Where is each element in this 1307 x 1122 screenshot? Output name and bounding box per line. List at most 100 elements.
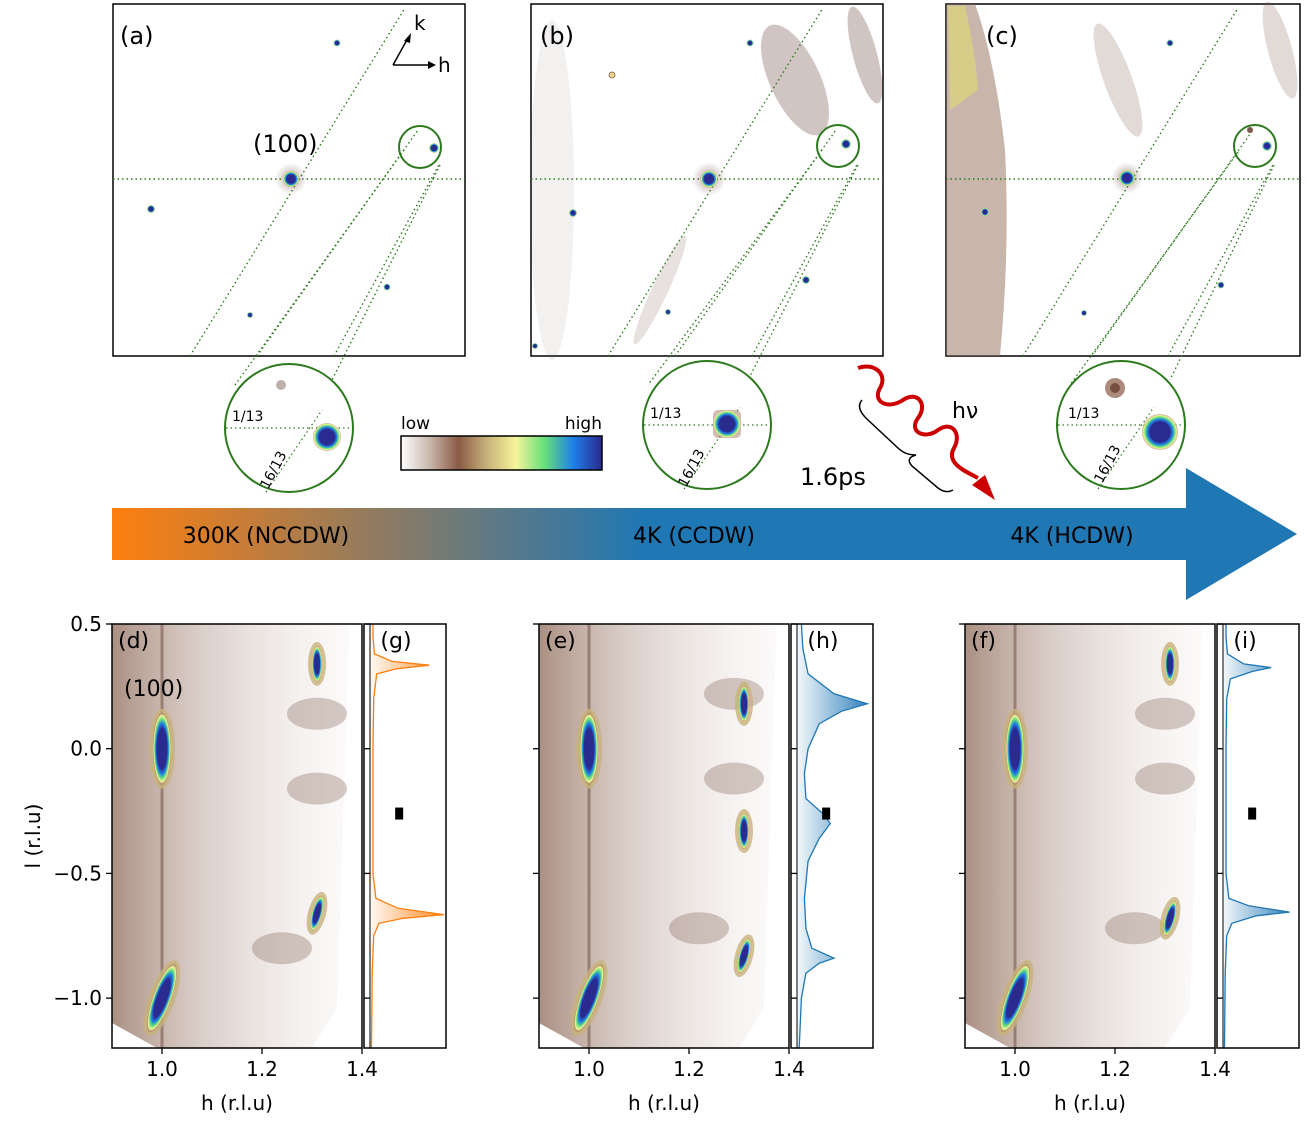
profile-panel: (i) xyxy=(1216,623,1300,1049)
diffuse-blob xyxy=(252,932,312,965)
zoom-marker-circle xyxy=(398,125,442,169)
plot-frame xyxy=(111,623,363,1049)
colorbar-high-label: high xyxy=(565,414,602,434)
delay-label: 1.6ps xyxy=(800,463,866,491)
bragg-peak xyxy=(737,938,751,974)
zoom-marker-circle xyxy=(816,124,860,168)
x-tick-label: 1.4 xyxy=(773,1057,805,1081)
x-tick-label: 1.2 xyxy=(246,1057,278,1081)
panel-label: (c) xyxy=(986,22,1018,50)
resolution-marker xyxy=(822,807,831,820)
x-tick-label: 1.0 xyxy=(573,1057,605,1081)
panel-label: (a) xyxy=(120,22,153,50)
zoom-inset-a: 1/13 16/13 xyxy=(224,363,354,493)
h-label: h xyxy=(438,53,451,77)
panel-b: (b) xyxy=(530,3,884,386)
bragg-peak xyxy=(739,813,749,850)
x-tick-label: 1.0 xyxy=(999,1057,1031,1081)
zoom-marker-circle xyxy=(1233,124,1277,168)
photon-label: hν xyxy=(952,399,978,424)
bragg-peak xyxy=(1000,964,1030,1033)
panel-label: (d) xyxy=(118,629,149,654)
x-tick-label: 1.2 xyxy=(1099,1057,1131,1081)
stage-hcdw: 4K (HCDW) xyxy=(1010,524,1133,549)
plot-frame xyxy=(363,623,447,1049)
heatmap-image xyxy=(112,624,350,1048)
bragg-peak xyxy=(574,964,604,1033)
x-axis-label: h (r.l.u) xyxy=(628,1091,700,1115)
bragg-spot xyxy=(247,312,253,318)
panel-label: (i) xyxy=(1233,629,1256,654)
bragg-peak xyxy=(153,712,171,785)
x-axis-label: h (r.l.u) xyxy=(201,1091,273,1115)
bragg-spot xyxy=(746,39,754,47)
bragg-peak xyxy=(312,645,322,682)
panel-label: (f) xyxy=(971,629,996,654)
bragg-spot xyxy=(802,276,810,284)
delay-brace xyxy=(858,399,954,493)
y-tick-label: −1.0 xyxy=(53,986,102,1010)
y-tick-label: −0.5 xyxy=(53,861,102,885)
bragg-spot xyxy=(1262,141,1272,151)
bragg-spot xyxy=(1119,170,1135,186)
plot-frame xyxy=(1216,623,1300,1049)
heatmap-panel: 1.0 1.2 1.4 h (r.l.u) (f) xyxy=(959,623,1231,1115)
diffuse-blob xyxy=(1135,697,1195,730)
diffuse-edge xyxy=(946,1,1298,356)
bragg-spot xyxy=(1217,281,1225,289)
bragg-peak xyxy=(1165,645,1175,682)
profile-fill xyxy=(797,624,868,1048)
diffuse-blob xyxy=(287,697,347,730)
bragg-peak xyxy=(310,895,324,931)
profile-panel: (h) xyxy=(790,623,874,1049)
stage-ncdw: 300K (NCCDW) xyxy=(183,524,349,549)
zoom-label-1-13: 1/13 xyxy=(232,409,263,425)
diffuse-background xyxy=(965,624,1203,1048)
peak-label: (100) xyxy=(253,130,318,158)
panel-label: (e) xyxy=(545,629,576,654)
profile-fill xyxy=(1223,624,1290,1048)
phase-arrow: 300K (NCCDW) 4K (CCDW) 4K (HCDW) xyxy=(112,468,1297,600)
x-tick-label: 1.0 xyxy=(146,1057,178,1081)
zoom-label-1-13: 1/13 xyxy=(1068,406,1099,422)
plot-frame xyxy=(538,623,790,1049)
diffuse-blob xyxy=(669,912,729,945)
bragg-spot xyxy=(665,309,671,315)
diffuse-blob xyxy=(1105,912,1165,945)
zoom-lines xyxy=(234,149,441,386)
bragg-peak xyxy=(147,964,177,1033)
heatmap-image xyxy=(539,624,777,1048)
heatmap-panel: 1.0 1.2 1.4 h (r.l.u) (e) xyxy=(533,623,805,1115)
diffuse-blob xyxy=(287,772,347,805)
diffuse-streaks xyxy=(530,6,883,360)
heatmap-panel: 1.0 1.2 1.4 h (r.l.u) 0.5 0.0 −0.5 −1.0 l (r.l.u… xyxy=(21,612,378,1115)
stage-ccdw: 4K (CCDW) xyxy=(633,524,755,549)
y-tick-label: 0.5 xyxy=(70,612,102,636)
y-tick-label: 0.0 xyxy=(70,737,102,761)
bragg-spot xyxy=(569,209,577,217)
profile-line xyxy=(370,624,445,1049)
diffuse-blob xyxy=(1135,762,1195,795)
panel-c: (c) xyxy=(945,1,1301,386)
plot-frame xyxy=(964,623,1216,1049)
panel-a: (a) (100) k h xyxy=(112,3,466,386)
x-tick-label: 1.4 xyxy=(346,1057,378,1081)
resolution-marker xyxy=(395,807,404,820)
resolution-marker xyxy=(1248,807,1257,820)
bragg-spot xyxy=(1166,39,1174,47)
zoom-inset-b: 1/13 16/13 xyxy=(642,360,772,490)
profile-fill xyxy=(370,624,444,1048)
profile-panel: (g) xyxy=(363,623,447,1049)
zoom-inset-c: 1/13 16/13 xyxy=(1056,360,1186,490)
bragg-peak xyxy=(580,712,598,785)
bragg-spot xyxy=(333,39,341,47)
bragg-peak xyxy=(739,685,749,722)
bragg-spot xyxy=(383,283,391,291)
profile-line xyxy=(1223,624,1290,1049)
zoom-label-1-13: 1/13 xyxy=(650,406,681,422)
colorbar: low high xyxy=(400,414,603,471)
x-tick-label: 1.2 xyxy=(673,1057,705,1081)
bragg-spot xyxy=(700,170,718,188)
bottom-panels: 1.0 1.2 1.4 h (r.l.u) 0.5 0.0 −0.5 −1.0 l (r.l.u… xyxy=(21,612,1300,1115)
